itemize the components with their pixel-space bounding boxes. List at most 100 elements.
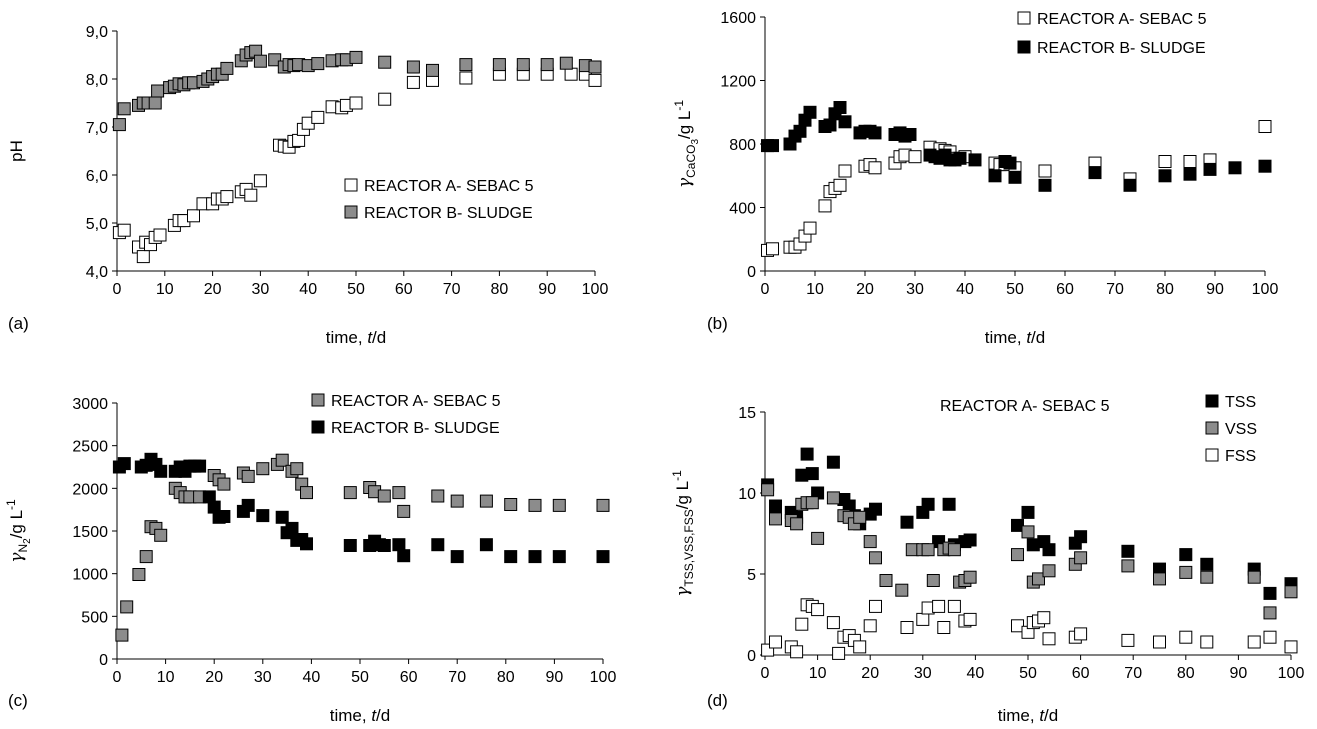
y-tick-label: 10 xyxy=(738,486,756,503)
y-tick-label: 0 xyxy=(747,648,756,665)
x-tick-label: 70 xyxy=(1106,281,1124,298)
x-tick-label: 80 xyxy=(1156,281,1174,298)
legend-label: REACTOR B- SLUDGE xyxy=(364,205,533,222)
data-point xyxy=(292,133,306,147)
data-point xyxy=(895,583,909,597)
x-tick-label: 30 xyxy=(252,281,270,298)
legend: REACTOR A- SEBAC 5 REACTOR B- SLUDGE xyxy=(311,393,501,437)
data-point xyxy=(112,118,126,132)
data-point xyxy=(1038,164,1052,178)
data-point xyxy=(947,543,961,557)
data-point xyxy=(1038,178,1052,192)
data-point xyxy=(450,494,464,508)
legend-label: REACTOR B- SLUDGE xyxy=(331,420,500,437)
x-axis-label: time, t/d xyxy=(330,706,390,725)
x-tick-label: 40 xyxy=(956,281,974,298)
data-point xyxy=(805,496,819,510)
data-point xyxy=(349,50,363,64)
data-point xyxy=(823,118,837,132)
y-tick-label: 0 xyxy=(747,264,756,281)
x-tick-label: 10 xyxy=(157,669,175,686)
data-point xyxy=(937,621,951,634)
data-point xyxy=(117,223,131,237)
data-point xyxy=(253,54,267,68)
data-point xyxy=(153,228,167,242)
data-point xyxy=(1037,611,1051,625)
chart-title: REACTOR A- SEBAC 5 xyxy=(940,398,1110,415)
data-point xyxy=(916,612,930,626)
data-point xyxy=(300,486,313,500)
data-point xyxy=(1121,633,1135,647)
x-tick-label: 80 xyxy=(497,669,515,686)
series-2 xyxy=(112,44,602,132)
data-point xyxy=(406,60,420,74)
data-point xyxy=(217,510,231,523)
data-point xyxy=(790,645,804,659)
data-point xyxy=(217,477,231,491)
data-point xyxy=(1074,530,1088,544)
data-point xyxy=(154,464,168,478)
data-point xyxy=(1088,166,1102,180)
y-tick-label: 0 xyxy=(99,652,108,669)
data-point xyxy=(139,550,153,564)
x-tick-label: 20 xyxy=(205,669,223,686)
chart-panel-1: 4,0 5,0 6,0 7,0 8,0 9,0 0 10 20 30 40 50 60 70 80 90 100… xyxy=(7,24,608,347)
data-point xyxy=(290,462,304,476)
y-axis-label: γTSS,VSS,FSS/g L-1 xyxy=(670,470,696,597)
legend: REACTOR A- SEBAC 5 REACTOR B- SLUDGE xyxy=(344,178,534,222)
x-axis-label: time, t/d xyxy=(326,328,386,347)
data-point xyxy=(564,67,578,81)
data-point xyxy=(253,174,267,188)
y-tick-label: 8,0 xyxy=(86,72,108,89)
data-point xyxy=(1258,159,1272,173)
data-point xyxy=(769,635,782,649)
data-point xyxy=(868,161,882,175)
panel-label: (c) xyxy=(8,691,28,710)
data-point xyxy=(377,489,391,503)
data-point xyxy=(1179,565,1193,579)
data-point xyxy=(1121,559,1135,573)
x-tick-label: 70 xyxy=(1124,665,1142,682)
x-tick-label: 20 xyxy=(861,665,879,682)
data-point xyxy=(833,178,847,192)
data-point xyxy=(596,550,610,564)
data-point xyxy=(800,447,814,461)
data-point xyxy=(1228,161,1242,175)
legend-label: FSS xyxy=(1225,448,1256,465)
data-point xyxy=(903,128,917,141)
x-tick-label: 80 xyxy=(491,281,509,298)
series-1 xyxy=(112,67,602,264)
data-point xyxy=(1042,543,1056,557)
data-point xyxy=(818,199,832,213)
x-tick-label: 50 xyxy=(1006,281,1024,298)
legend-marker xyxy=(1205,448,1219,462)
y-tick-label: 1000 xyxy=(72,567,108,584)
data-point xyxy=(1008,170,1022,184)
data-point xyxy=(479,538,493,552)
data-point xyxy=(766,139,779,153)
x-tick-label: 100 xyxy=(1278,665,1305,682)
data-point xyxy=(120,600,134,614)
x-tick-label: 10 xyxy=(806,281,824,298)
data-point xyxy=(187,209,200,223)
data-point xyxy=(540,58,554,72)
data-point xyxy=(343,539,357,552)
data-point xyxy=(392,486,406,500)
y-tick-label: 3000 xyxy=(72,396,108,413)
panel-label: (b) xyxy=(707,314,728,333)
data-point xyxy=(1183,155,1197,168)
x-tick-label: 0 xyxy=(761,281,770,298)
data-point xyxy=(963,570,977,584)
series-2 xyxy=(761,101,1272,192)
y-tick-label: 2500 xyxy=(72,439,108,456)
data-point xyxy=(1074,627,1088,641)
data-point xyxy=(1121,544,1135,558)
y-tick-label: 2000 xyxy=(72,481,108,498)
x-tick-label: 70 xyxy=(448,669,466,686)
legend-label: REACTOR A- SEBAC 5 xyxy=(331,393,501,410)
x-tick-label: 40 xyxy=(299,281,317,298)
data-point xyxy=(450,550,464,564)
data-point xyxy=(869,551,882,565)
x-tick-label: 60 xyxy=(1072,665,1090,682)
data-point xyxy=(275,510,289,524)
